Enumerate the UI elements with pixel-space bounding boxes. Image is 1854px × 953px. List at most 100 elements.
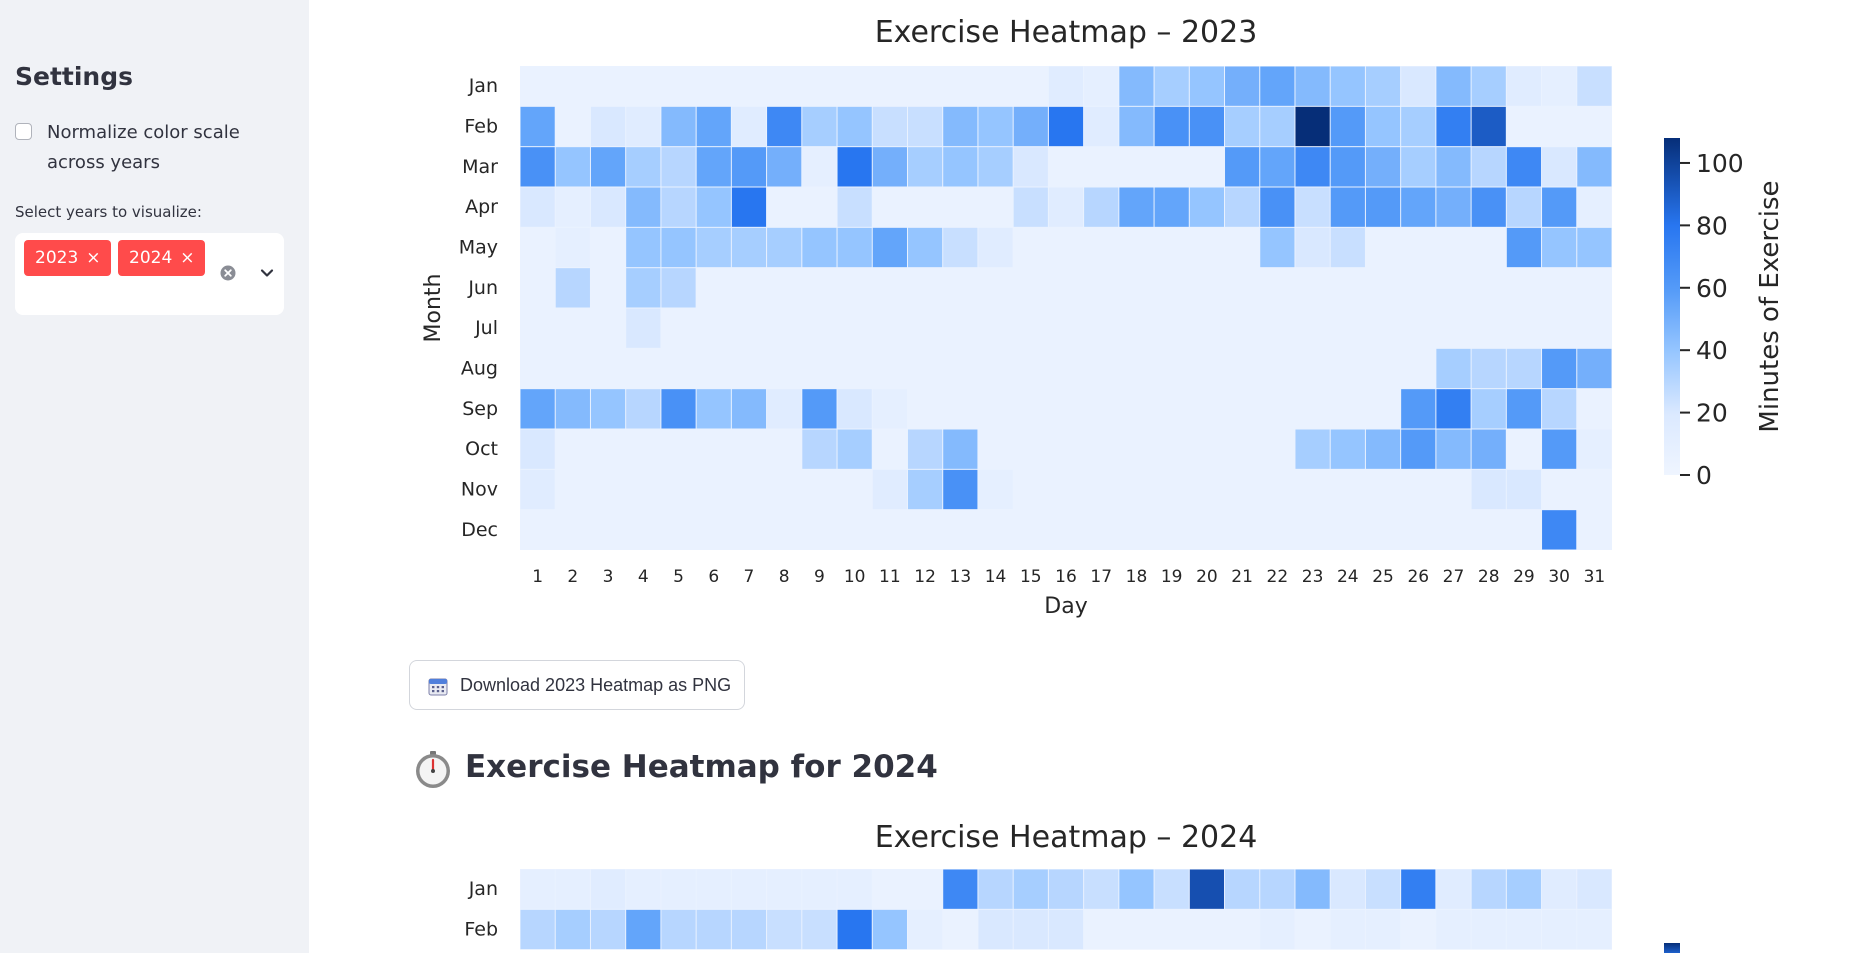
heatmap-cell bbox=[1436, 106, 1471, 147]
heatmap-cell bbox=[1330, 909, 1365, 950]
heatmap-cell bbox=[661, 227, 696, 268]
heatmap-cell bbox=[1225, 389, 1260, 429]
heatmap-cell bbox=[1225, 909, 1260, 950]
heatmap-cell bbox=[1013, 429, 1048, 469]
heatmap-cell bbox=[661, 106, 696, 147]
heatmap-cell bbox=[978, 869, 1013, 909]
heatmap-cell bbox=[1189, 429, 1225, 469]
heatmap-cell bbox=[1013, 227, 1048, 268]
heatmap-cell bbox=[767, 187, 802, 227]
section-title: Exercise Heatmap for 2024 bbox=[465, 749, 938, 785]
download-heatmap-button[interactable]: Download 2023 Heatmap as PNG bbox=[409, 660, 745, 710]
heatmap-cell bbox=[907, 348, 943, 389]
heatmap-cell bbox=[1330, 469, 1365, 510]
heatmap-cell bbox=[1084, 389, 1119, 429]
heatmap-cell bbox=[1365, 389, 1401, 429]
x-tick-label: 26 bbox=[1407, 567, 1429, 587]
heatmap-cell bbox=[872, 187, 907, 227]
heatmap-cell bbox=[1048, 187, 1084, 227]
heatmap-cell bbox=[837, 268, 872, 308]
normalize-checkbox[interactable] bbox=[15, 123, 32, 140]
heatmap-cell bbox=[978, 348, 1013, 389]
heatmap-cell bbox=[1401, 869, 1436, 909]
heatmap-cell bbox=[590, 227, 626, 268]
heatmap-cell bbox=[1260, 429, 1295, 469]
heatmap-cell bbox=[1260, 147, 1295, 187]
heatmap-cell bbox=[696, 389, 731, 429]
heatmap-cell bbox=[1048, 510, 1084, 550]
heatmap-cell bbox=[1365, 429, 1401, 469]
heatmap-cell bbox=[731, 469, 767, 510]
heatmap-cell bbox=[943, 389, 978, 429]
y-tick-label: Jan bbox=[468, 878, 498, 900]
heatmap-cell bbox=[872, 106, 907, 147]
heatmap-cell bbox=[1225, 308, 1260, 348]
clear-icon[interactable] bbox=[220, 265, 236, 281]
heatmap-cell bbox=[1119, 389, 1154, 429]
y-axis-label: Month bbox=[421, 274, 446, 343]
heatmap-cell bbox=[1330, 227, 1365, 268]
heatmap-cell bbox=[1119, 227, 1154, 268]
heatmap-cell bbox=[1330, 429, 1365, 469]
x-tick-label: 10 bbox=[844, 567, 866, 587]
chevron-down-icon[interactable] bbox=[259, 265, 275, 281]
year-tag-2024[interactable]: 2024 × bbox=[118, 240, 205, 276]
heatmap-cell bbox=[1084, 348, 1119, 389]
heatmap-cell bbox=[1225, 66, 1260, 106]
heatmap-cell bbox=[731, 66, 767, 106]
heatmap-cell bbox=[1225, 469, 1260, 510]
heatmap-cell bbox=[1330, 147, 1365, 187]
x-tick-label: 6 bbox=[708, 567, 719, 587]
heatmap-cell bbox=[1542, 268, 1577, 308]
heatmap-cell bbox=[802, 66, 837, 106]
tag-remove-icon[interactable]: × bbox=[86, 248, 101, 268]
heatmap-cell bbox=[1295, 227, 1330, 268]
heatmap-cell bbox=[1119, 429, 1154, 469]
heatmap-cell bbox=[1013, 66, 1048, 106]
heatmap-cell bbox=[731, 389, 767, 429]
heatmap-cell bbox=[802, 429, 837, 469]
x-tick-label: 1 bbox=[532, 567, 543, 587]
heatmap-cell bbox=[1577, 429, 1612, 469]
heatmap-cell bbox=[555, 909, 590, 950]
heatmap-cell bbox=[1048, 147, 1084, 187]
heatmap-cell bbox=[907, 909, 943, 950]
heatmap-cell bbox=[626, 227, 661, 268]
timer-clock-icon bbox=[416, 751, 450, 788]
colorbar: 0 20 40 60 80 100 Minutes of Exercise bbox=[1664, 138, 1785, 490]
y-tick-label: Dec bbox=[461, 519, 498, 541]
heatmap-cell bbox=[1471, 147, 1506, 187]
normalize-checkbox-label[interactable]: Normalize color scale across years bbox=[47, 122, 240, 173]
x-tick-label: 28 bbox=[1478, 567, 1500, 587]
heatmap-cell bbox=[1577, 147, 1612, 187]
heatmap-cell bbox=[1154, 348, 1189, 389]
heatmap-cell bbox=[1471, 227, 1506, 268]
heatmap-cell bbox=[1013, 106, 1048, 147]
year-tag-2023[interactable]: 2023 × bbox=[24, 240, 111, 276]
heatmap-cell bbox=[907, 147, 943, 187]
heatmap-cell bbox=[1084, 227, 1119, 268]
heatmap-cell bbox=[520, 227, 555, 268]
heatmap-cell bbox=[1506, 227, 1542, 268]
heatmap-cell bbox=[767, 147, 802, 187]
heatmap-cell bbox=[1189, 389, 1225, 429]
heatmap-cell bbox=[555, 510, 590, 550]
heatmap-cell bbox=[978, 510, 1013, 550]
tag-remove-icon[interactable]: × bbox=[180, 248, 195, 268]
heatmap-cell bbox=[1577, 909, 1612, 950]
heatmap-cell bbox=[1577, 66, 1612, 106]
heatmap-cell bbox=[520, 348, 555, 389]
y-tick-label: Mar bbox=[462, 156, 498, 178]
heatmap-cell bbox=[1542, 389, 1577, 429]
heatmap-cell bbox=[1260, 308, 1295, 348]
heatmap-cell bbox=[943, 147, 978, 187]
heatmap-cell bbox=[1436, 469, 1471, 510]
heatmap-cell bbox=[1542, 348, 1577, 389]
years-multiselect[interactable]: 2023 × 2024 × bbox=[15, 233, 284, 315]
heatmap-cell bbox=[978, 187, 1013, 227]
heatmap-cell bbox=[1154, 268, 1189, 308]
heatmap-cell bbox=[1577, 187, 1612, 227]
heatmap-cell bbox=[555, 268, 590, 308]
heatmap-cell bbox=[872, 869, 907, 909]
heatmap-cell bbox=[626, 348, 661, 389]
